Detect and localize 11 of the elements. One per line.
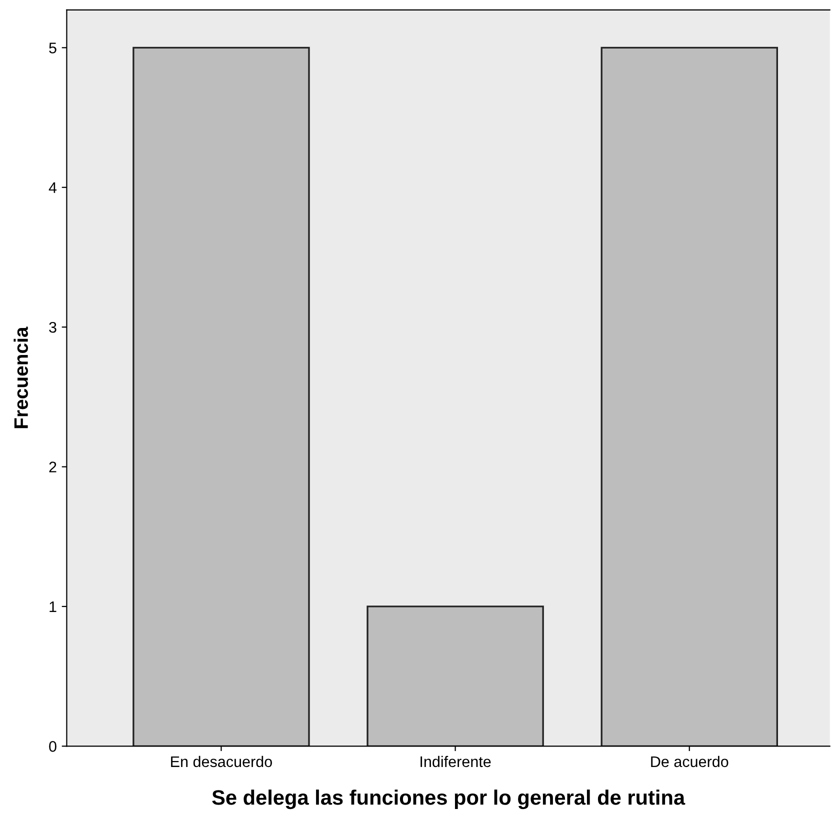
x-tick-label: De acuerdo [651,756,728,768]
y-tick-label: 0 [49,741,56,752]
y-tick-label: 3 [49,322,56,333]
x-tick-label: En desacuerdo [171,756,272,768]
y-tick-label: 2 [49,462,56,472]
y-tick-label: 1 [50,601,56,612]
y-tick-label: 5 [49,42,56,54]
y-axis-title: Frecuencia [14,326,28,428]
y-tick-label: 4 [48,182,57,193]
x-tick-label: Indiferente [420,756,491,768]
x-axis-title: Se delega las funciones por lo general de rutina [212,790,686,810]
